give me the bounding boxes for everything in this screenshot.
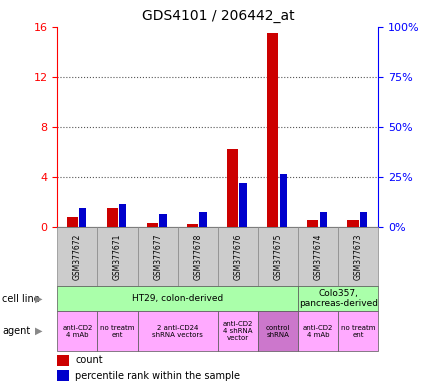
Text: GSM377675: GSM377675 (273, 233, 283, 280)
Text: anti-CD2
4 shRNA
vector: anti-CD2 4 shRNA vector (223, 321, 253, 341)
Bar (298, 227, 338, 286)
Bar (119, 204, 126, 227)
Text: 2 anti-CD24
shRNA vectors: 2 anti-CD24 shRNA vectors (152, 325, 203, 338)
Text: count: count (75, 356, 103, 366)
Text: GSM377676: GSM377676 (233, 233, 242, 280)
Bar (218, 227, 258, 286)
Text: ▶: ▶ (34, 326, 42, 336)
Bar (338, 227, 378, 286)
Bar (239, 183, 247, 227)
Bar (227, 149, 238, 227)
Bar (307, 220, 318, 227)
Bar (97, 311, 138, 351)
Bar (347, 220, 359, 227)
Text: agent: agent (2, 326, 30, 336)
Text: no treatm
ent: no treatm ent (341, 325, 375, 338)
Bar (57, 311, 97, 351)
Text: HT29, colon-derived: HT29, colon-derived (132, 294, 223, 303)
Bar (159, 214, 167, 227)
Bar (178, 227, 218, 286)
Bar (57, 370, 68, 381)
Text: Colo357,
pancreas-derived: Colo357, pancreas-derived (299, 289, 378, 308)
Text: cell line: cell line (2, 293, 40, 304)
Bar (298, 286, 378, 311)
Text: anti-CD2
4 mAb: anti-CD2 4 mAb (303, 325, 333, 338)
Bar (258, 311, 298, 351)
Text: ▶: ▶ (34, 293, 42, 304)
Bar (320, 212, 327, 227)
Bar (147, 223, 158, 227)
Bar (338, 311, 378, 351)
Bar (298, 311, 338, 351)
Bar (199, 212, 207, 227)
Bar (138, 227, 178, 286)
Bar (97, 227, 138, 286)
Bar (57, 286, 298, 311)
Bar (138, 311, 218, 351)
Text: GSM377674: GSM377674 (314, 233, 323, 280)
Bar (280, 174, 287, 227)
Bar (267, 33, 278, 227)
Bar (57, 355, 68, 366)
Text: no treatm
ent: no treatm ent (100, 325, 135, 338)
Text: GSM377673: GSM377673 (354, 233, 363, 280)
Bar (67, 217, 78, 227)
Bar (258, 227, 298, 286)
Text: percentile rank within the sample: percentile rank within the sample (75, 371, 240, 381)
Text: anti-CD2
4 mAb: anti-CD2 4 mAb (62, 325, 93, 338)
Bar (107, 208, 118, 227)
Bar (218, 311, 258, 351)
Bar (360, 212, 367, 227)
Bar (57, 227, 97, 286)
Text: GSM377677: GSM377677 (153, 233, 162, 280)
Text: GSM377672: GSM377672 (73, 233, 82, 280)
Text: GSM377678: GSM377678 (193, 233, 202, 280)
Text: GSM377671: GSM377671 (113, 233, 122, 280)
Text: control
shRNA: control shRNA (266, 325, 290, 338)
Title: GDS4101 / 206442_at: GDS4101 / 206442_at (142, 9, 294, 23)
Bar (79, 208, 86, 227)
Bar (187, 224, 198, 227)
